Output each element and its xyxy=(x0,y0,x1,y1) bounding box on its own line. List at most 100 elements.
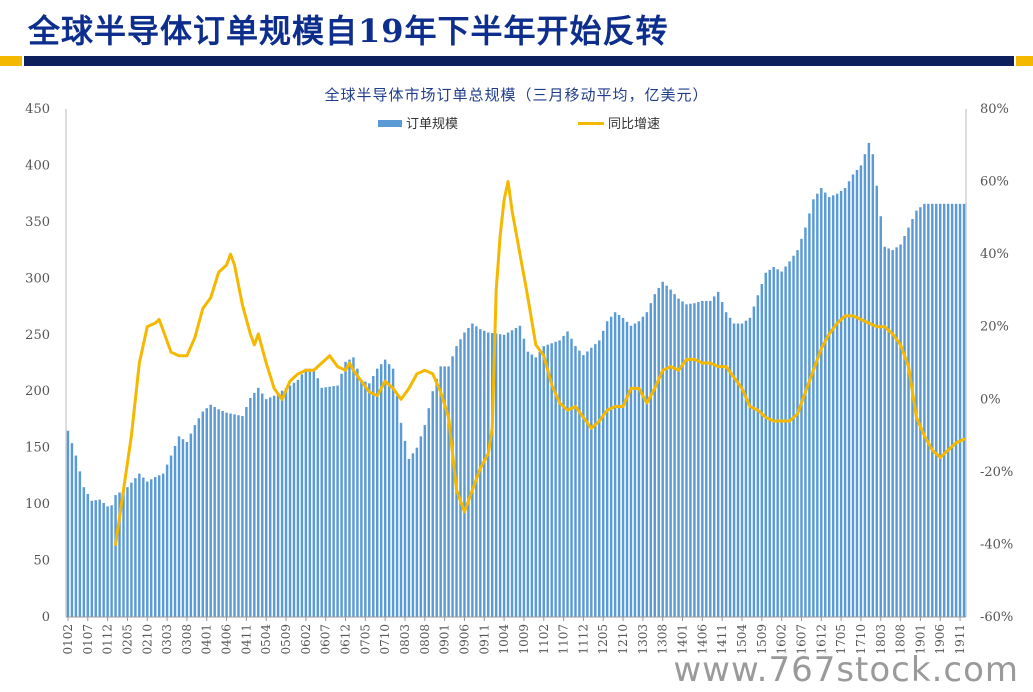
x-tick-label: 0401 xyxy=(200,624,214,655)
bar xyxy=(471,323,474,617)
x-tick-label: 1612 xyxy=(814,624,828,655)
bar xyxy=(962,203,966,617)
bar xyxy=(649,303,653,617)
x-tick-label: 0710 xyxy=(378,624,392,655)
bar xyxy=(796,250,799,617)
left-tick-label: 350 xyxy=(25,215,50,230)
bar xyxy=(598,340,601,617)
bar xyxy=(736,323,740,617)
bar xyxy=(827,197,831,617)
bar xyxy=(494,333,498,617)
left-tick-label: 200 xyxy=(25,384,50,399)
bar xyxy=(193,425,197,617)
bar xyxy=(459,339,462,617)
x-tick-label: 1205 xyxy=(596,624,610,655)
bar xyxy=(498,334,502,617)
bar xyxy=(772,267,775,617)
bar xyxy=(372,375,375,617)
bar xyxy=(720,302,724,617)
bar xyxy=(891,250,894,617)
bar xyxy=(74,455,78,617)
bar xyxy=(379,364,383,617)
bar xyxy=(292,382,296,617)
bar xyxy=(693,303,696,617)
bar xyxy=(756,295,760,617)
x-tick-label: 1406 xyxy=(695,624,709,655)
bar xyxy=(320,387,323,617)
left-tick-label: 100 xyxy=(25,497,50,512)
chart-title: 全球半导体市场订单总规模（三月移动平均，亿美元） xyxy=(324,86,709,104)
bar xyxy=(871,154,875,617)
right-tick-label: -40% xyxy=(980,537,1013,552)
bar xyxy=(467,328,470,617)
bar xyxy=(70,443,74,617)
x-tick-label: 1607 xyxy=(794,624,808,655)
bar xyxy=(86,493,90,617)
bar xyxy=(574,346,577,617)
bar xyxy=(653,294,656,617)
bar xyxy=(217,409,220,617)
bar xyxy=(98,499,101,617)
x-tick-label: 1112 xyxy=(576,624,590,655)
bar xyxy=(645,312,649,617)
bar xyxy=(673,294,676,617)
bar xyxy=(300,374,304,617)
bar xyxy=(804,227,807,618)
right-tick-label: -60% xyxy=(980,610,1013,625)
x-tick-label: 1004 xyxy=(497,624,511,655)
bar xyxy=(728,317,732,617)
left-tick-label: 150 xyxy=(25,441,50,456)
bar xyxy=(364,381,367,617)
x-tick-label: 0509 xyxy=(279,624,293,655)
bar xyxy=(435,378,438,617)
bar xyxy=(197,418,201,617)
bar xyxy=(312,368,316,617)
header-accent-gold xyxy=(0,56,22,66)
bar xyxy=(463,332,466,617)
bar xyxy=(106,506,109,617)
x-tick-label: 1401 xyxy=(676,624,690,655)
right-tick-label: 60% xyxy=(980,175,1009,190)
bar xyxy=(514,328,518,617)
bar xyxy=(90,500,93,617)
bar xyxy=(681,301,684,617)
bar xyxy=(768,269,771,617)
bar xyxy=(229,413,232,617)
bar xyxy=(185,442,189,617)
x-tick-label: 1411 xyxy=(715,624,729,655)
bar xyxy=(419,436,423,617)
bar xyxy=(324,387,327,617)
bar xyxy=(340,373,343,617)
x-tick-label: 0308 xyxy=(180,624,194,655)
bar xyxy=(950,203,954,617)
x-tick-label: 1906 xyxy=(933,624,947,655)
bar xyxy=(931,203,934,617)
bar xyxy=(709,300,712,617)
bar xyxy=(824,192,827,617)
bar xyxy=(122,489,125,617)
bar xyxy=(800,238,803,618)
legend-swatch-orders xyxy=(378,120,402,127)
bar xyxy=(391,368,395,617)
x-tick-label: 0612 xyxy=(339,624,353,655)
bar xyxy=(221,410,224,617)
bar xyxy=(586,351,589,617)
bar xyxy=(661,281,664,617)
left-tick-label: 0 xyxy=(42,610,50,625)
x-tick-label: 0906 xyxy=(457,624,471,655)
bar xyxy=(617,315,621,617)
bar xyxy=(685,304,688,617)
bar xyxy=(225,412,228,617)
bar xyxy=(403,440,407,617)
bar xyxy=(249,397,252,617)
bar xyxy=(173,445,177,617)
bar xyxy=(407,458,411,617)
bar xyxy=(716,291,720,617)
bar xyxy=(764,272,768,617)
right-tick-label: 20% xyxy=(980,320,1009,335)
bar xyxy=(130,482,133,617)
x-tick-label: 0504 xyxy=(259,624,273,655)
watermark: www.767stock.com xyxy=(673,650,1019,690)
bar xyxy=(582,355,585,617)
bar xyxy=(510,330,514,617)
